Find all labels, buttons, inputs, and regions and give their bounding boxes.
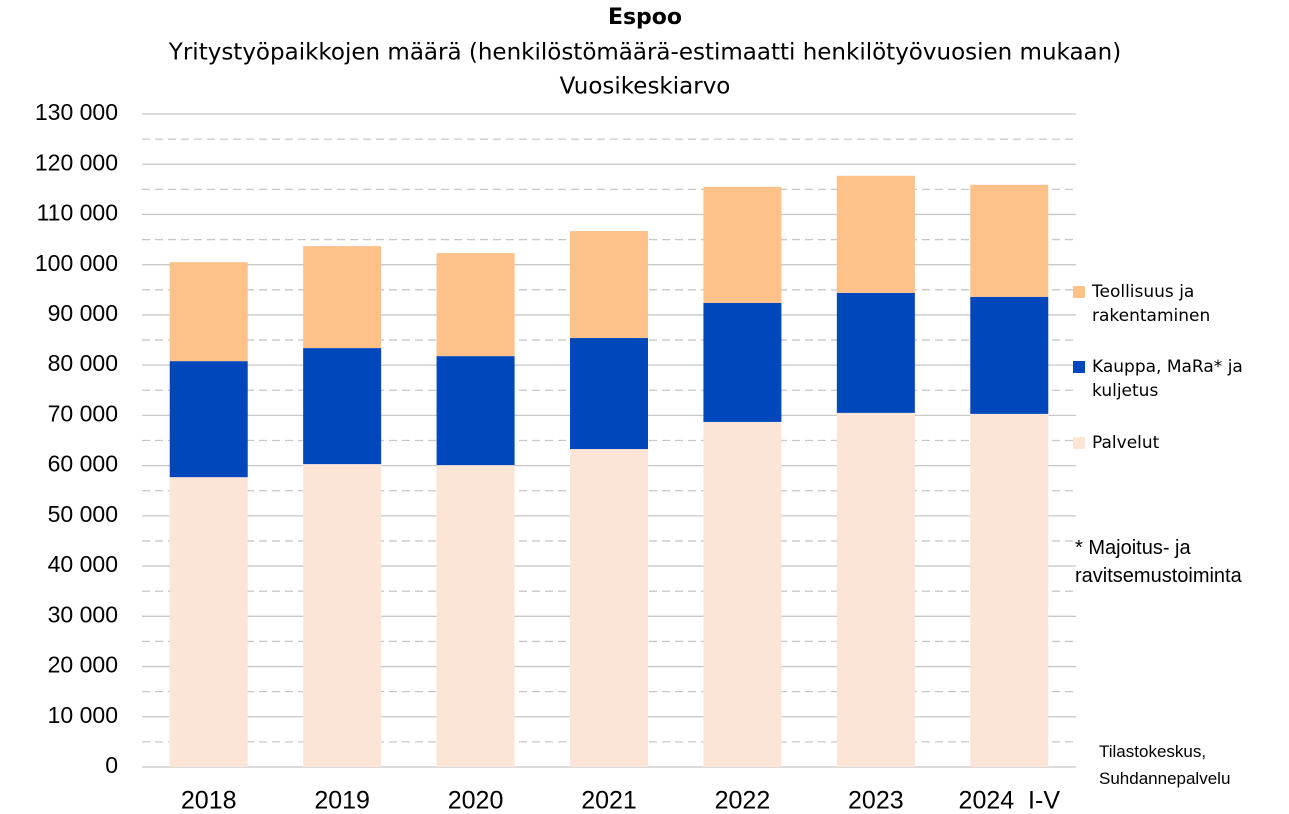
bar-segment bbox=[970, 413, 1049, 767]
bar-segment bbox=[303, 348, 382, 465]
legend-label: Teollisuus ja rakentaminen bbox=[1092, 282, 1211, 326]
y-tick-label: 70 000 bbox=[48, 400, 118, 426]
legend-swatch bbox=[1073, 361, 1085, 373]
x-tick-label: 2023 bbox=[848, 787, 904, 814]
legend-item: Teollisuus ja rakentaminen bbox=[1073, 280, 1277, 328]
legend-item: Kauppa, MaRa* ja kuljetus bbox=[1073, 355, 1277, 403]
legend-label: Palvelut bbox=[1092, 433, 1160, 453]
x-tick-label: 2020 bbox=[448, 787, 504, 814]
bar-segment bbox=[570, 231, 648, 339]
y-tick-label: 120 000 bbox=[35, 149, 118, 175]
y-tick-label: 80 000 bbox=[48, 350, 118, 376]
bar-segment bbox=[570, 338, 648, 450]
bar-segment bbox=[436, 465, 515, 767]
y-tick-label: 130 000 bbox=[35, 99, 118, 125]
y-tick-label: 40 000 bbox=[48, 551, 118, 577]
bar-segment bbox=[570, 449, 648, 767]
bar-segment bbox=[303, 464, 382, 767]
x-tick-label: 2018 bbox=[181, 787, 237, 814]
footnote: * Majoitus- ja ravitsemustoiminta bbox=[1075, 537, 1242, 587]
bar-segment bbox=[970, 184, 1049, 297]
y-tick-label: 60 000 bbox=[48, 451, 118, 477]
y-tick-label: 50 000 bbox=[48, 501, 118, 527]
bar-segment bbox=[436, 253, 515, 357]
y-tick-label: 30 000 bbox=[48, 601, 118, 627]
bar-segment bbox=[836, 292, 915, 413]
bar-segment bbox=[169, 361, 248, 478]
bar-segment bbox=[169, 477, 248, 767]
bar-segment bbox=[169, 262, 248, 362]
source: Tilastokeskus, Suhdannepalvelu bbox=[1099, 742, 1231, 788]
y-tick-label: 0 bbox=[105, 752, 118, 778]
chart-title: Espoo bbox=[608, 5, 682, 30]
bar-segment bbox=[836, 175, 915, 293]
legend-swatch bbox=[1073, 286, 1085, 298]
bar-segment bbox=[703, 302, 782, 422]
legend-label: Kauppa, MaRa* ja kuljetus bbox=[1092, 357, 1243, 401]
y-tick-label: 20 000 bbox=[48, 652, 118, 678]
bar-segment bbox=[970, 296, 1049, 414]
y-tick-label: 100 000 bbox=[35, 250, 118, 276]
bar-segment bbox=[703, 186, 782, 303]
legend-swatch bbox=[1073, 437, 1085, 449]
x-tick-label: 2019 bbox=[314, 787, 370, 814]
bar-segment bbox=[703, 421, 782, 767]
legend-item: Palvelut bbox=[1073, 431, 1277, 455]
chart-subtitle: Vuosikeskiarvo bbox=[560, 74, 731, 100]
x-tick-label: 2021 bbox=[581, 787, 637, 814]
y-tick-label: 90 000 bbox=[48, 300, 118, 326]
bar-segment bbox=[436, 356, 515, 466]
bar-segment bbox=[303, 246, 382, 349]
chart-subtitle: Yritystyöpaikkojen määrä (henkilöstömäär… bbox=[168, 40, 1121, 66]
x-tick-label: 2022 bbox=[715, 787, 771, 814]
y-tick-label: 110 000 bbox=[37, 200, 118, 226]
bar-segment bbox=[836, 412, 915, 767]
x-tick-label: 2024 I-V bbox=[959, 787, 1061, 814]
y-tick-label: 10 000 bbox=[48, 702, 118, 728]
